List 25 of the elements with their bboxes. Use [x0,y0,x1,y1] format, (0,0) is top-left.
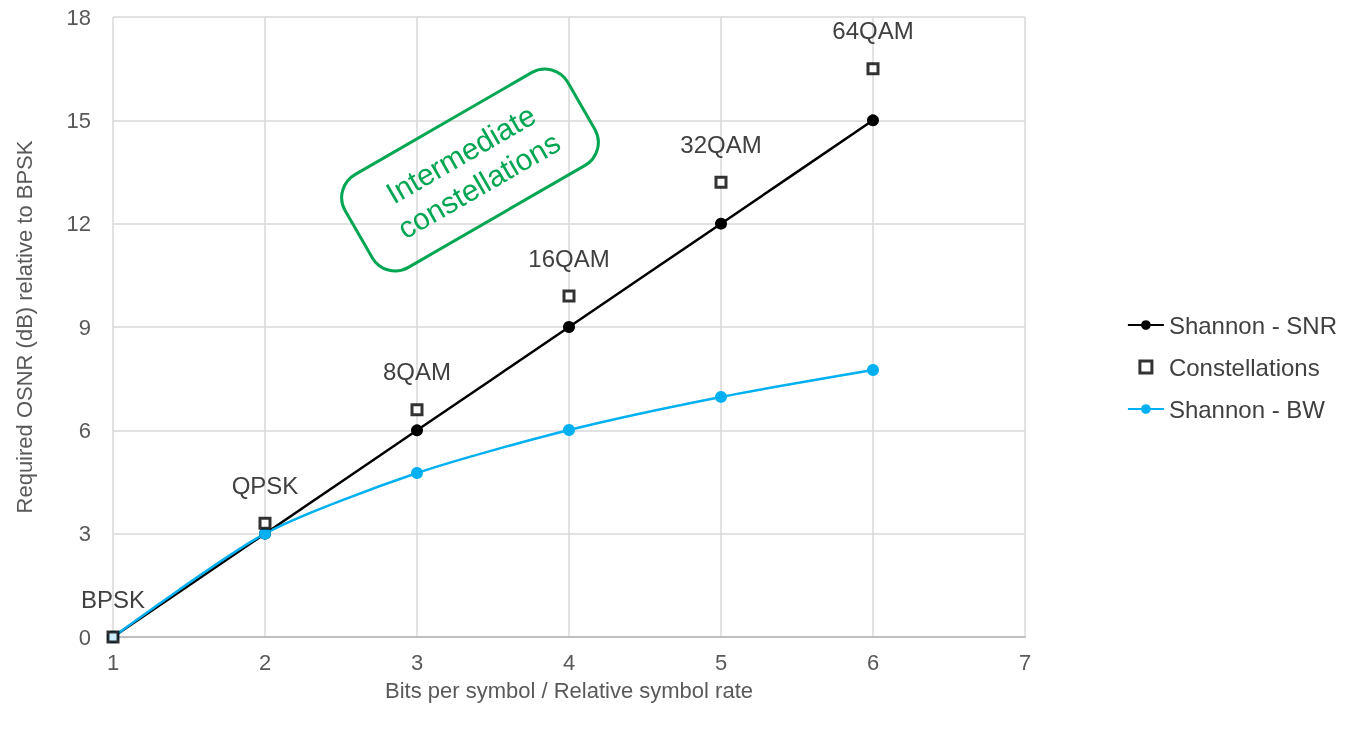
x-tick-label: 5 [714,649,728,675]
x-tick-label: 3 [410,649,424,675]
y-tick-label: 0 [78,624,91,650]
y-tick-label: 9 [78,314,91,340]
x-tick-label: 2 [258,649,272,675]
annotation: 8QAM [382,358,452,386]
legend-label: Shannon - SNR [1168,311,1337,339]
annotation: 32QAM [680,130,762,158]
x-tick-label: 7 [1018,649,1032,675]
y-tick-label: 18 [66,4,91,30]
legend-label: Constellations [1168,353,1320,381]
y-tick-label: 15 [66,107,91,133]
x-tick-label: 1 [106,649,120,675]
legend-label: Shannon - BW [1168,395,1326,423]
x-tick-label: 4 [562,649,576,675]
annotation: QPSK [231,471,299,499]
annotation: BPSK [80,585,146,613]
annotation: 64QAM [832,17,914,45]
y-tick-label: 6 [78,417,91,443]
annotation: 16QAM [528,244,610,272]
y-tick-label: 12 [66,211,91,237]
x-axis-title: Bits per symbol / Relative symbol rate [384,677,754,703]
x-tick-label: 6 [866,649,880,675]
y-tick-label: 3 [78,521,91,547]
y-axis-title: Required OSNR (dB) relative to BPSK [11,140,37,514]
